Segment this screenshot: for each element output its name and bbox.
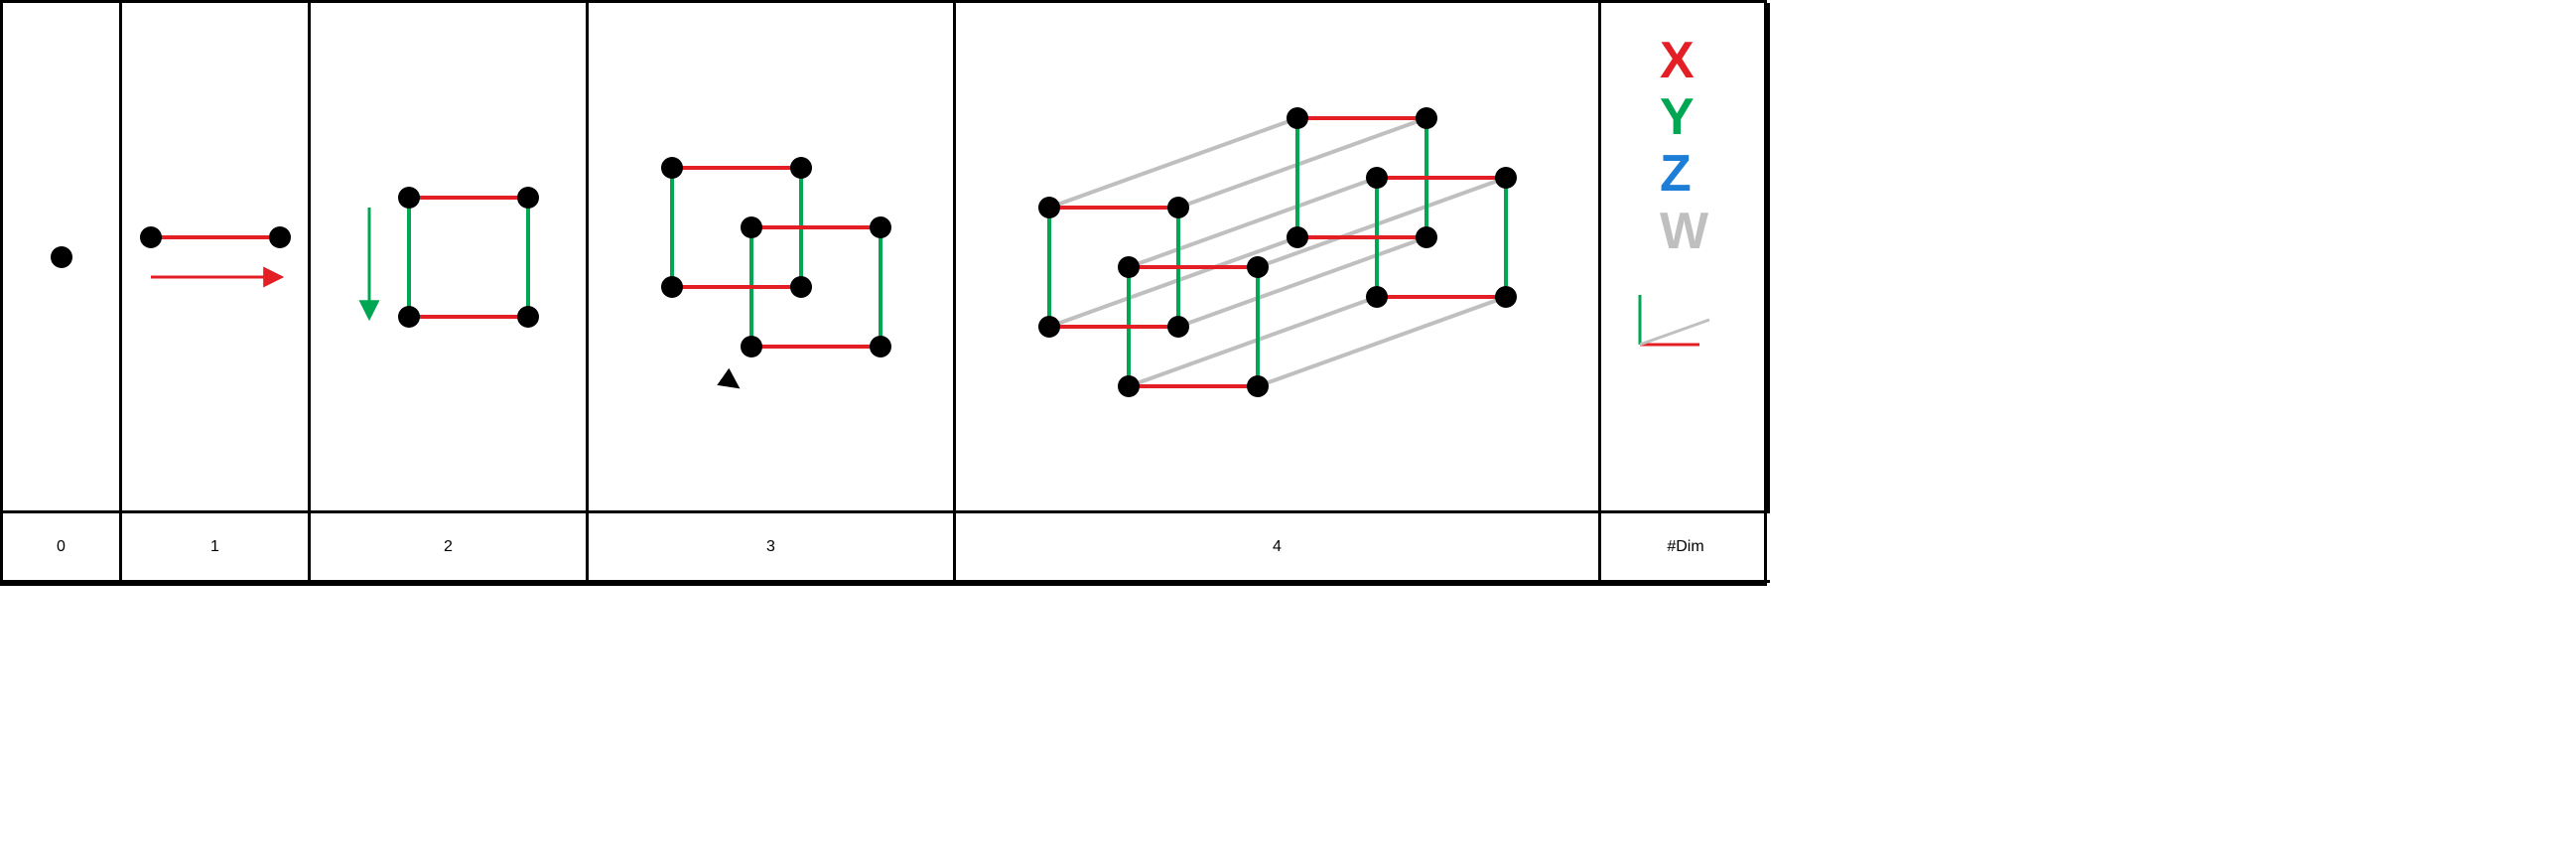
panel-dim0: [3, 3, 122, 513]
legend-axis-z: Z: [1660, 146, 1708, 203]
label-dim1: 1: [122, 513, 311, 583]
panel-dim2: [311, 3, 589, 513]
panel-dim4: [956, 3, 1601, 513]
svg-dim4: [990, 59, 1565, 456]
label-dim4: 4: [956, 513, 1601, 583]
label-dim0: 0: [3, 513, 122, 583]
label-dim2: 2: [311, 513, 589, 583]
legend-axis-y: Y: [1660, 89, 1708, 146]
legend-axis-labels: XYZW: [1660, 33, 1708, 260]
label-dim3: 3: [589, 513, 956, 583]
panel-legend: XYZW: [1601, 3, 1770, 513]
svg-dim1: [131, 108, 300, 406]
diagram-grid: XYZW 0 1 2 3 4 #Dim: [0, 0, 1767, 586]
panel-dim3: [589, 3, 956, 513]
legend-axis-x: X: [1660, 33, 1708, 89]
svg-dim2: [320, 108, 578, 406]
svg-dim0: [12, 108, 111, 406]
svg-compass: [1620, 285, 1749, 384]
label-dim-header: #Dim: [1601, 513, 1770, 583]
panel-dim1: [122, 3, 311, 513]
svg-dim3: [603, 88, 940, 426]
legend-axis-w: W: [1660, 204, 1708, 260]
